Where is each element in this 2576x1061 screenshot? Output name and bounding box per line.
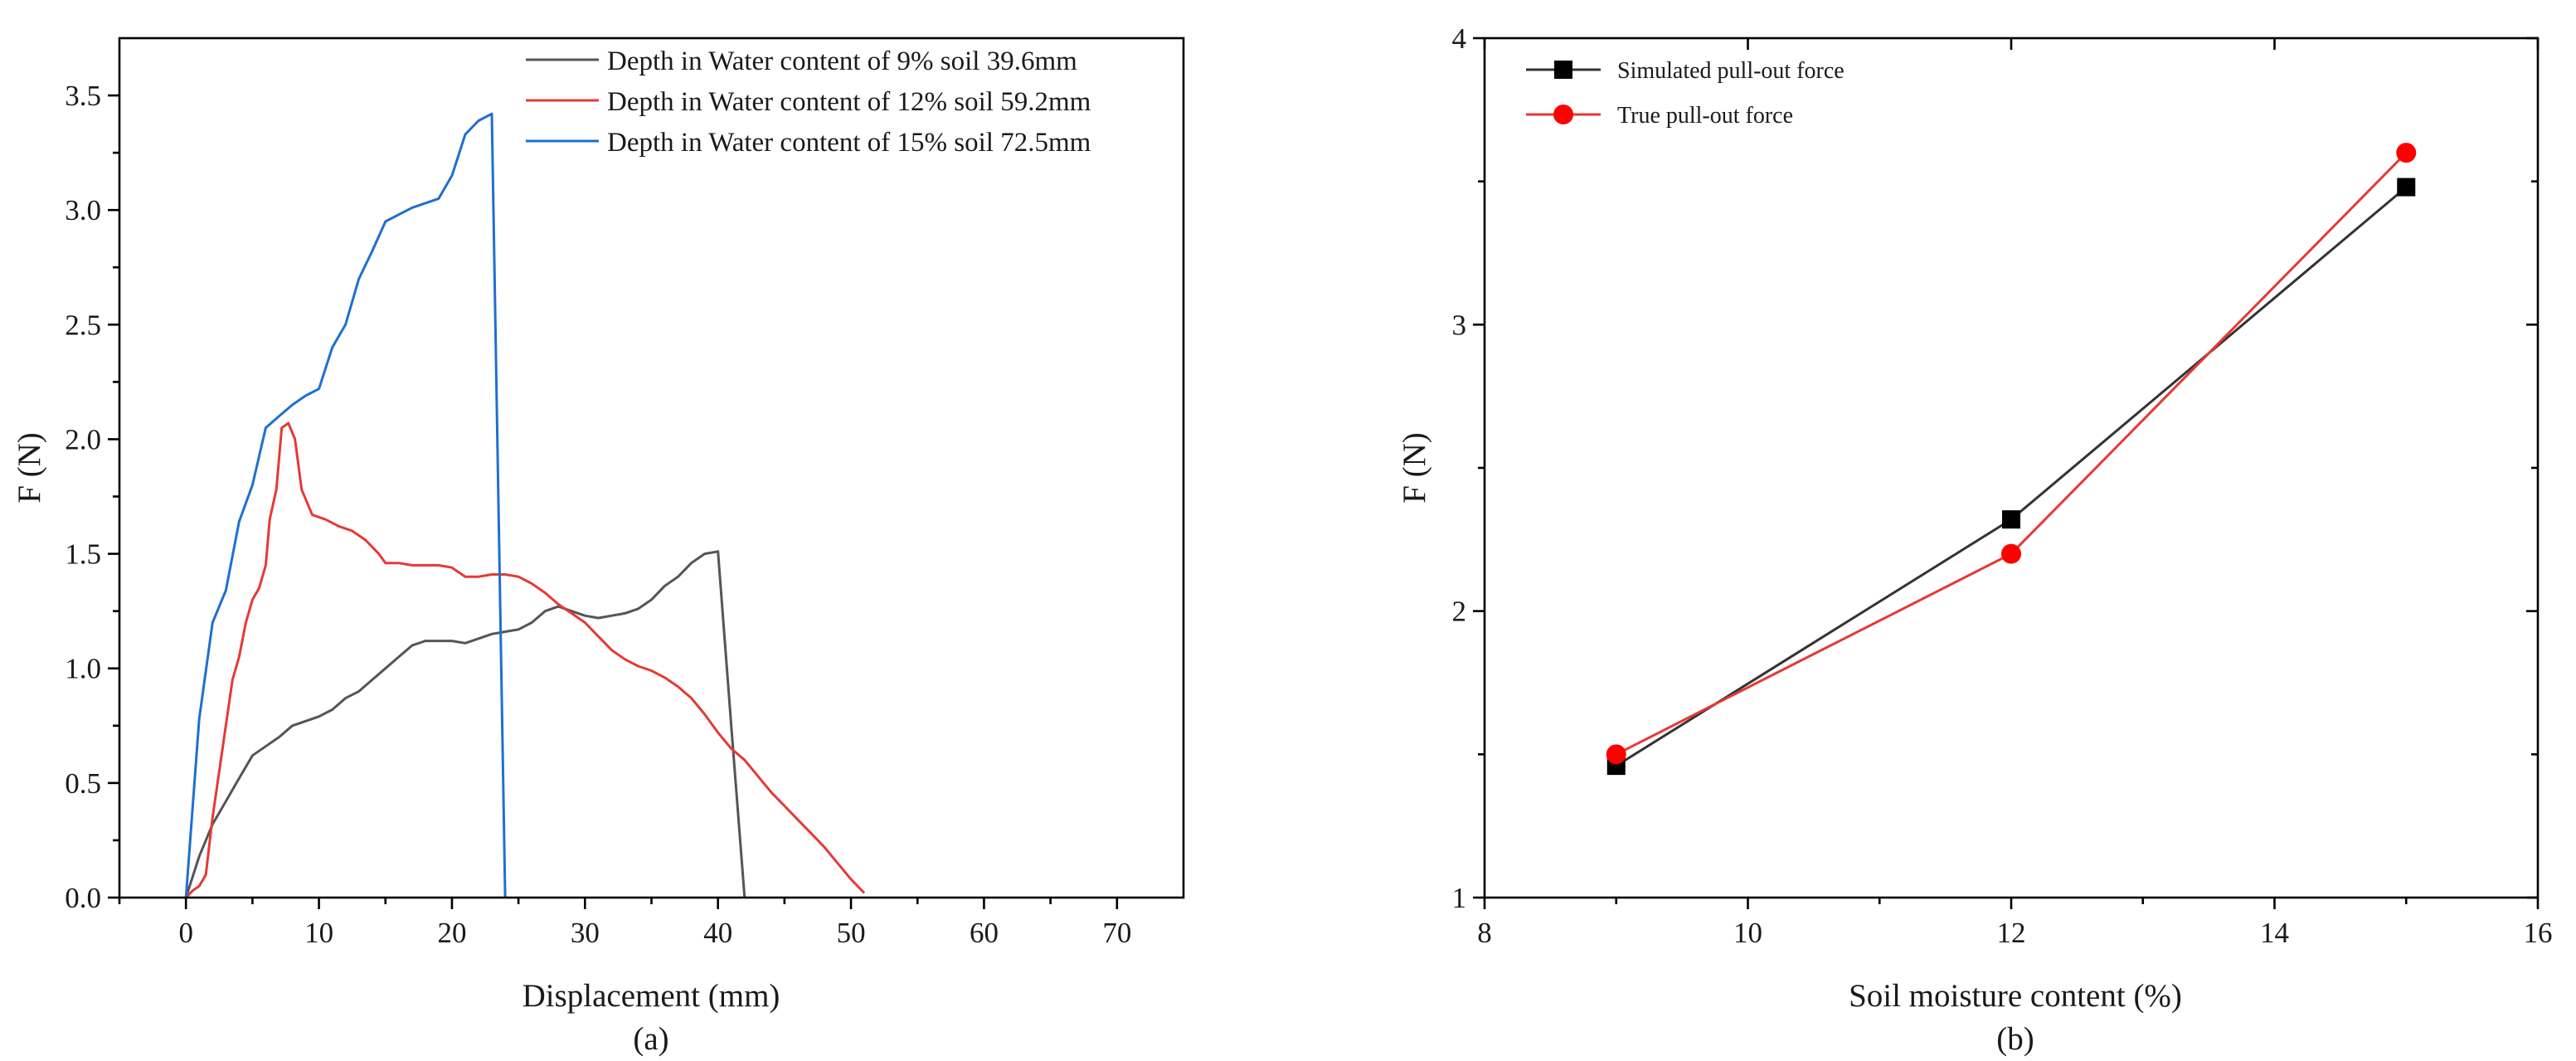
panel-a-legend: Depth in Water content of 9% soil 39.6mm…: [526, 46, 1091, 158]
panel-b-x-tick-label: 16: [2524, 917, 2553, 949]
panel-a-ticks: 0 10 20 30 40 50 60 70 0.0 0.5 1.0 1.5 2.0 2.5 3.0 3.5: [65, 80, 1131, 949]
panel-a-x-tick-label: 30: [571, 917, 600, 949]
panel-a-series-line-2: [184, 112, 507, 898]
legend-label-9pct: Depth in Water content of 9% soil 39.6mm: [607, 46, 1077, 76]
panel-b-plot-frame: [1483, 37, 2540, 899]
panel-a-label: (a): [633, 1021, 668, 1057]
panel-a-x-tick-label: 0: [178, 917, 193, 949]
legend-marker-simulated: [1554, 61, 1572, 79]
legend-label-12pct: Depth in Water content of 12% soil 59.2m…: [607, 87, 1091, 117]
panel-a-y-tick-label: 0.0: [65, 882, 101, 914]
panel-a-x-tick-label: 10: [304, 917, 333, 949]
panel-b-y-tick-label: 2: [1452, 596, 1467, 628]
panel-a-series-line-0: [184, 550, 746, 898]
chart-panel-a: 0 10 20 30 40 50 60 700.00.51.01.52.02.53.03.5 …: [12, 37, 1185, 1057]
legend-marker-true: [1553, 105, 1573, 124]
panel-b-label: (b): [1996, 1021, 2034, 1057]
legend-label-simulated: Simulated pull-out force: [1617, 58, 1845, 84]
panel-a-x-axis-title: Displacement (mm): [522, 978, 780, 1014]
panel-b-point-true: [2396, 143, 2417, 163]
panel-a-y-tick-label: 1.5: [65, 538, 101, 571]
panel-b-point-simulated: [2002, 510, 2020, 529]
legend-label-15pct: Depth in Water content of 15% soil 72.5m…: [607, 128, 1091, 158]
panel-b-x-tick-label: 12: [1997, 917, 2026, 949]
panel-b-legend: Simulated pull-out force True pull-out f…: [1526, 58, 1845, 129]
panel-b-y-axis-title: F (N): [1397, 432, 1432, 504]
panel-b-y-tick-label: 3: [1452, 309, 1467, 341]
panel-a-y-tick-label: 2.0: [65, 423, 101, 455]
legend-label-true: True pull-out force: [1617, 103, 1793, 129]
panel-b-point-simulated: [2397, 178, 2416, 197]
panel-b-y-tick-label: 1: [1452, 882, 1467, 914]
panel-b-x-tick-label: 8: [1477, 917, 1492, 949]
panel-a-y-tick-label: 3.5: [65, 80, 101, 112]
panel-b-x-tick-label: 10: [1733, 917, 1762, 949]
panel-a-y-tick-label: 3.0: [65, 194, 101, 226]
panel-b-series-line-1: [1616, 152, 2408, 756]
panel-a-y-tick-label: 0.5: [65, 767, 101, 800]
panel-a-y-tick-label: 1.0: [65, 653, 101, 685]
panel-a-series: [184, 112, 866, 899]
panel-b-point-true: [1606, 744, 1626, 765]
panel-a-x-tick-label: 70: [1102, 917, 1131, 949]
panel-a-x-tick-label: 40: [703, 917, 732, 949]
panel-a-x-tick-label: 20: [437, 917, 466, 949]
panel-b-point-true: [2001, 543, 2021, 564]
panel-b-x-axis-title: Soil moisture content (%): [1849, 978, 2182, 1014]
panel-b-x-tick-label: 14: [2260, 917, 2289, 949]
panel-a-y-axis-title: F (N): [12, 432, 47, 504]
panel-b-y-tick-label: 4: [1452, 22, 1467, 55]
panel-a-x-tick-label: 50: [837, 917, 866, 949]
panel-a-y-tick-label: 2.5: [65, 309, 101, 341]
panel-a-series-line-1: [185, 421, 866, 899]
panel-b-series: [1606, 143, 2417, 776]
panel-a-x-tick-label: 60: [970, 917, 999, 949]
